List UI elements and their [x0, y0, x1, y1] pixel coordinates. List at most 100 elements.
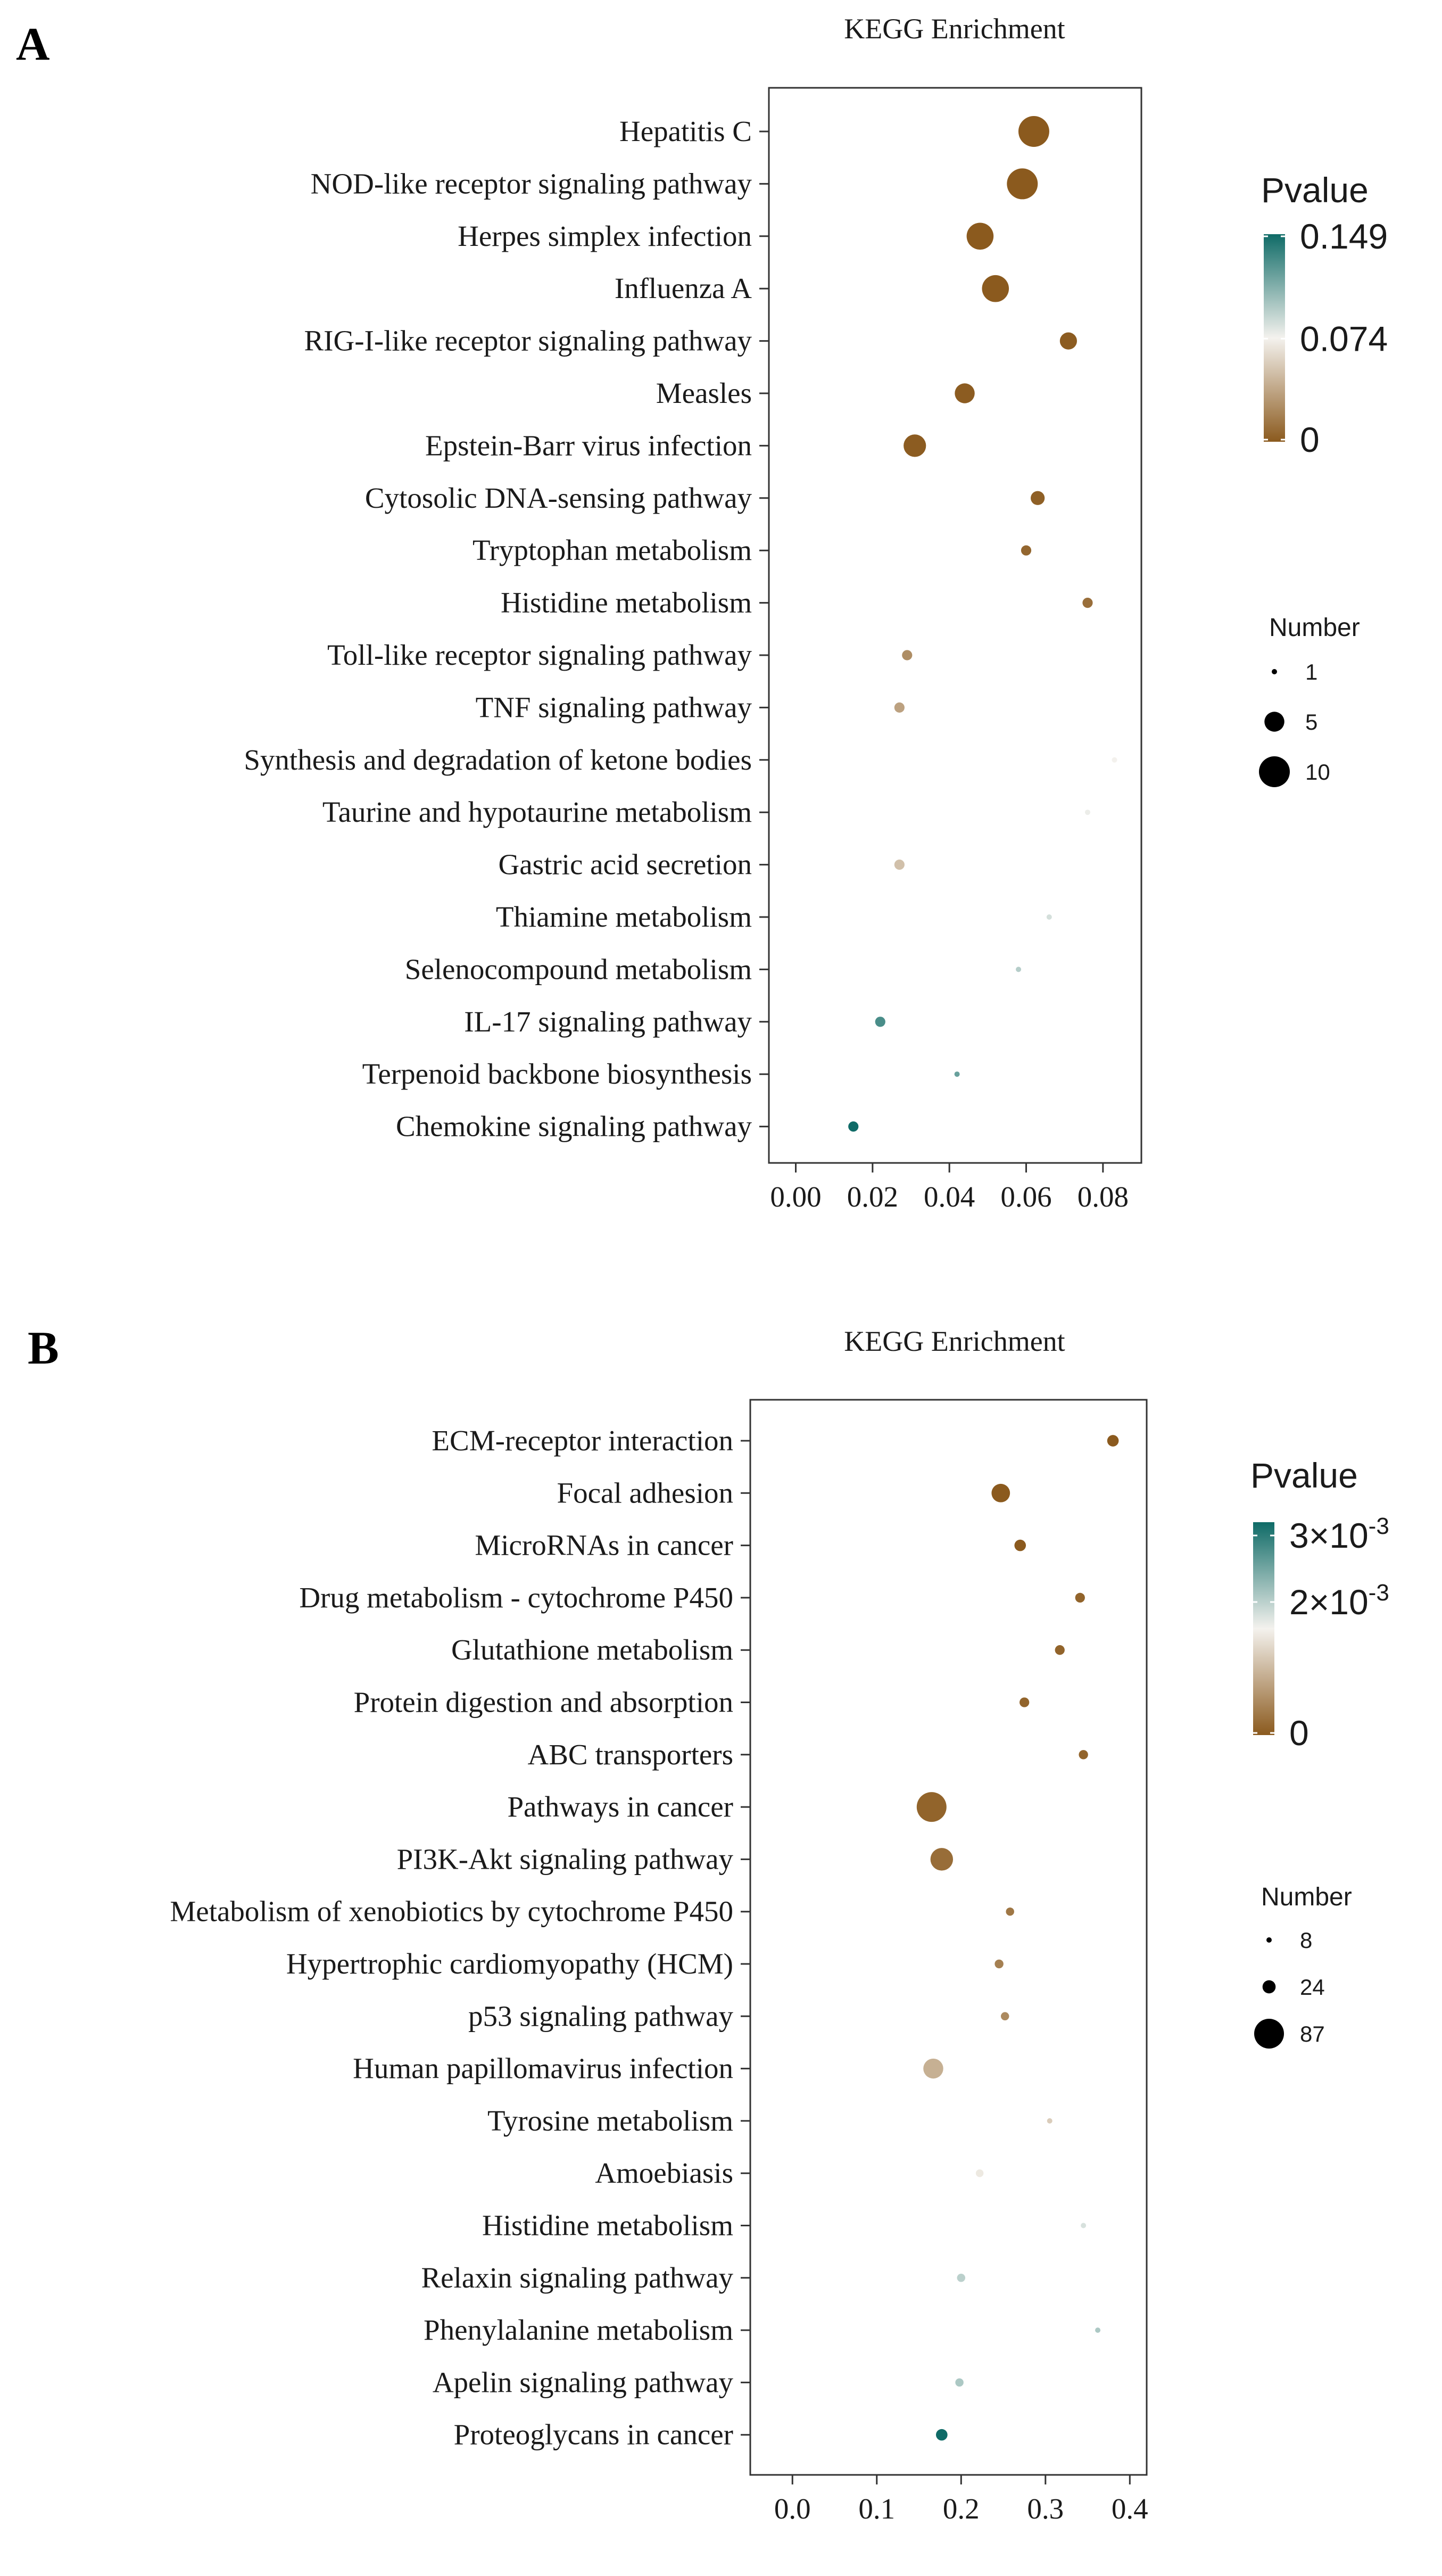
size-legend-label: 87 [1300, 2021, 1325, 2046]
data-point [1079, 1750, 1088, 1760]
data-point [1021, 545, 1032, 556]
size-legend-dot [1259, 756, 1290, 787]
panel-a: A KEGG Enrichment Hepatitis C NOD-like re… [16, 13, 1388, 1213]
category-label: Tyrosine metabolism [487, 2104, 733, 2137]
category-label: ECM-receptor interaction [432, 1424, 733, 1457]
category-label: Protein digestion and absorption [354, 1686, 733, 1719]
data-point [1084, 810, 1090, 815]
category-label: Hepatitis C [619, 115, 752, 147]
data-point [1006, 1907, 1014, 1916]
category-label: Tryptophan metabolism [473, 534, 752, 566]
x-axis-a: 0.00 0.02 0.04 0.06 0.08 [770, 1163, 1129, 1213]
category-label: Herpes simplex infection [458, 220, 752, 252]
color-legend-b: Pvalue 3×10-32×10-30 [1250, 1456, 1389, 1753]
color-legend-tick-base: 0.074 [1300, 319, 1388, 358]
data-points-b [916, 1435, 1119, 2441]
category-label: IL-17 signaling pathway [464, 1005, 752, 1038]
x-tick-label: 0.00 [770, 1180, 821, 1213]
category-label: Hypertrophic cardiomyopathy (HCM) [286, 1947, 733, 1980]
category-label: Relaxin signaling pathway [421, 2261, 733, 2294]
data-point [1082, 598, 1093, 608]
color-legend-tick-label: 0 [1300, 420, 1320, 459]
data-point [848, 1121, 859, 1132]
data-point [894, 860, 905, 870]
x-tick-label: 0.08 [1078, 1180, 1129, 1213]
data-point [1014, 1539, 1026, 1551]
data-point [916, 1792, 947, 1822]
data-point [955, 2378, 964, 2387]
data-point [923, 2058, 943, 2079]
x-tick-label: 0.02 [847, 1180, 898, 1213]
data-point [904, 434, 926, 457]
panel-b: B KEGG Enrichment ECM-receptor interacti… [28, 1323, 1389, 2525]
category-label: Terpenoid backbone biosynthesis [362, 1058, 752, 1090]
data-point [875, 1017, 885, 1027]
category-label: Phenylalanine metabolism [424, 2314, 733, 2346]
size-legend-label: 10 [1305, 759, 1330, 785]
color-legend-tick-label: 0.074 [1300, 319, 1388, 358]
x-tick-label: 0.0 [774, 2492, 811, 2525]
size-legend-items-b: 8 24 87 [1254, 1928, 1325, 2049]
x-tick-label: 0.04 [924, 1180, 975, 1213]
category-labels-b: ECM-receptor interaction Focal adhesion Mi… [170, 1424, 750, 2451]
color-legend-tick-exponent: -3 [1369, 1513, 1389, 1539]
color-legend-ticks-b: 3×10-32×10-30 [1253, 1513, 1389, 1753]
size-legend-label: 1 [1305, 659, 1317, 684]
category-label: Influenza A [615, 272, 752, 304]
category-label: Human papillomavirus infection [353, 2052, 733, 2085]
category-label: Epstein-Barr virus infection [425, 429, 752, 461]
size-legend-b: Number 8 24 87 [1254, 1883, 1352, 2049]
panel-label-b: B [28, 1323, 59, 1374]
category-label: Drug metabolism - cytochrome P450 [299, 1581, 733, 1614]
color-legend-a: Pvalue 0.149 0.074 0 [1261, 170, 1388, 459]
plot-frame-b [749, 1399, 1148, 2476]
size-legend-label: 24 [1300, 1975, 1325, 2000]
data-point [1046, 914, 1052, 920]
data-point [1018, 116, 1049, 147]
size-legend-dot [1264, 712, 1284, 732]
category-label: Apelin signaling pathway [433, 2366, 734, 2398]
category-label: PI3K-Akt signaling pathway [397, 1843, 734, 1875]
category-label: RIG-I-like receptor signaling pathway [304, 325, 752, 357]
category-label: Cytosolic DNA-sensing pathway [365, 482, 752, 514]
x-tick-label: 0.06 [1000, 1180, 1051, 1213]
size-legend-dot [1262, 1980, 1276, 1994]
color-legend-title-a: Pvalue [1261, 170, 1369, 210]
color-legend-tick-base: 0 [1289, 1713, 1309, 1753]
color-legend-tick-exponent: -3 [1369, 1580, 1389, 1606]
color-legend-tick-label: 0.149 [1300, 217, 1388, 256]
color-legend-tick-label: 0 [1289, 1713, 1309, 1753]
chart-title-b: KEGG Enrichment [844, 1325, 1065, 1357]
category-label: Proteoglycans in cancer [454, 2418, 733, 2451]
data-point [902, 650, 913, 660]
data-point [894, 702, 905, 713]
data-point [1016, 967, 1022, 972]
category-label: p53 signaling pathway [468, 2000, 733, 2032]
category-label: NOD-like receptor signaling pathway [311, 167, 752, 200]
data-point [957, 2274, 966, 2282]
data-point [1059, 332, 1077, 350]
color-legend-tick-base: 0 [1300, 420, 1320, 459]
category-label: Histidine metabolism [482, 2209, 733, 2242]
data-point [991, 1483, 1010, 1502]
category-label: Glutathione metabolism [451, 1633, 733, 1666]
category-label: Pathways in cancer [507, 1790, 733, 1823]
data-point [1075, 1592, 1085, 1603]
category-label: Selenocompound metabolism [405, 953, 752, 985]
data-point [954, 1071, 960, 1077]
color-legend-title-b: Pvalue [1250, 1456, 1358, 1495]
data-point [1047, 2118, 1053, 2124]
category-label: MicroRNAs in cancer [475, 1529, 733, 1562]
category-label: Metabolism of xenobiotics by cytochrome … [170, 1895, 733, 1928]
category-label: Amoebiasis [595, 2157, 733, 2189]
data-point [936, 2429, 948, 2441]
size-legend-dot [1254, 2019, 1284, 2049]
color-legend-tick-base: 2×10 [1289, 1582, 1369, 1622]
data-point [1055, 1645, 1065, 1655]
data-point [1112, 757, 1117, 763]
color-legend-ticks-a: 0.149 0.074 0 [1264, 217, 1388, 459]
category-labels-a: Hepatitis C NOD-like receptor signaling p… [244, 115, 769, 1143]
size-legend-dot [1266, 1937, 1272, 1943]
